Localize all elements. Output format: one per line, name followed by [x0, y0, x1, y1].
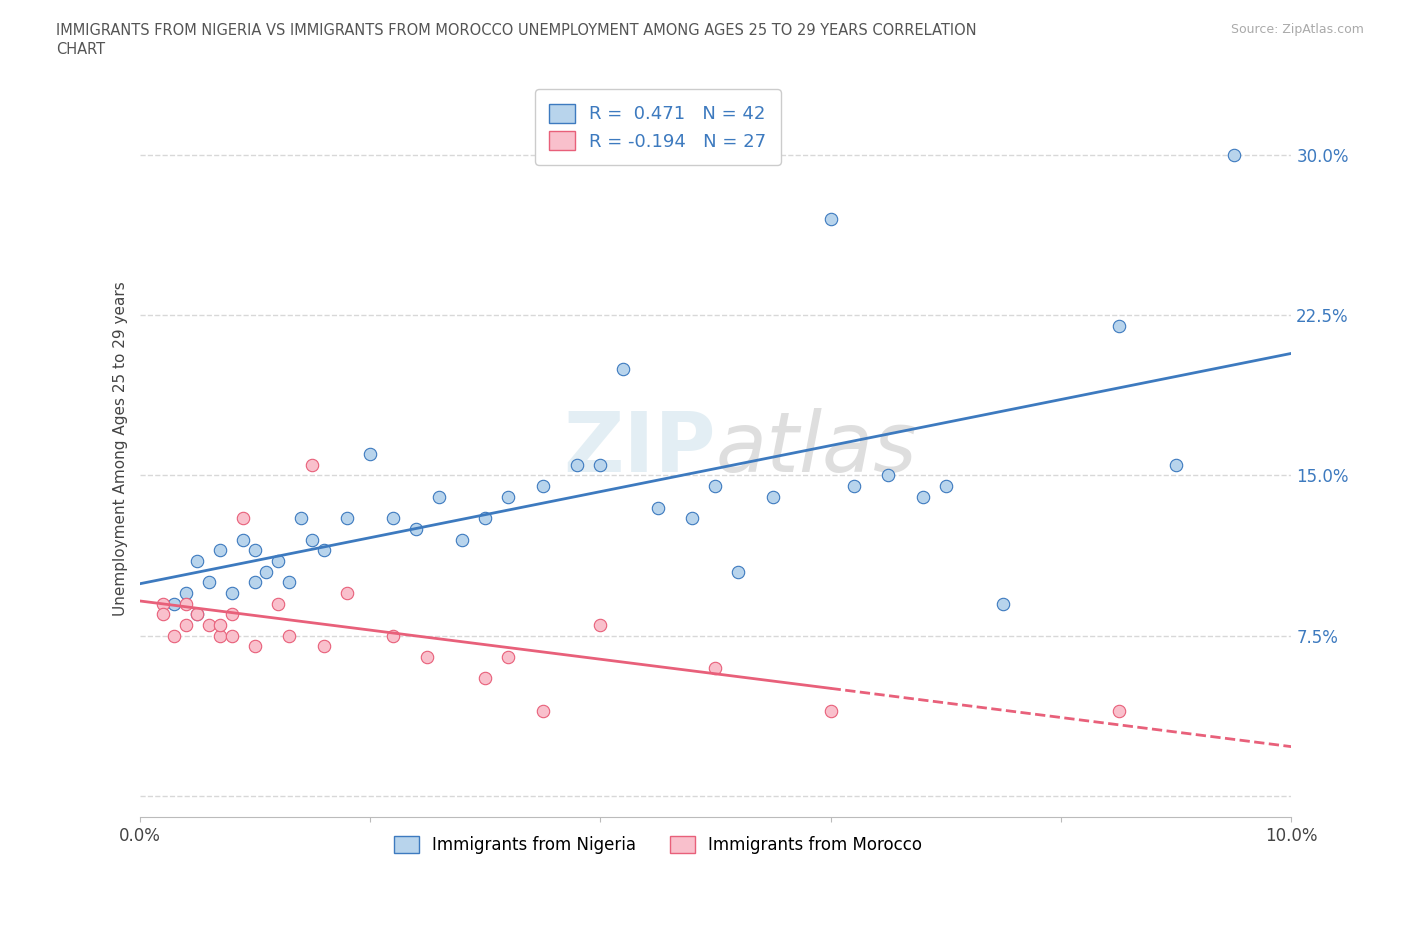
Text: ZIP: ZIP: [562, 408, 716, 489]
Point: [186, 607, 208, 622]
Text: CHART: CHART: [56, 42, 105, 57]
Point: [174, 586, 197, 601]
Point: [312, 543, 335, 558]
Point: [820, 211, 842, 226]
Point: [1222, 148, 1244, 163]
Point: [278, 629, 301, 644]
Point: [762, 489, 785, 504]
Point: [993, 596, 1015, 611]
Point: [416, 650, 439, 665]
Point: [405, 522, 427, 537]
Point: [197, 575, 219, 590]
Point: [820, 703, 842, 718]
Point: [381, 511, 404, 525]
Point: [232, 532, 254, 547]
Point: [243, 639, 266, 654]
Point: [163, 629, 186, 644]
Point: [301, 532, 323, 547]
Point: [278, 575, 301, 590]
Point: [612, 361, 634, 376]
Point: [681, 511, 703, 525]
Point: [209, 543, 232, 558]
Point: [290, 511, 312, 525]
Point: [174, 596, 197, 611]
Text: IMMIGRANTS FROM NIGERIA VS IMMIGRANTS FROM MOROCCO UNEMPLOYMENT AMONG AGES 25 TO: IMMIGRANTS FROM NIGERIA VS IMMIGRANTS FR…: [56, 23, 977, 38]
Point: [197, 618, 219, 632]
Point: [152, 607, 174, 622]
Point: [877, 468, 900, 483]
Point: [359, 446, 381, 461]
Point: [221, 629, 243, 644]
Y-axis label: Unemployment Among Ages 25 to 29 years: Unemployment Among Ages 25 to 29 years: [114, 282, 128, 617]
Text: Source: ZipAtlas.com: Source: ZipAtlas.com: [1230, 23, 1364, 36]
Point: [704, 479, 727, 494]
Point: [727, 565, 749, 579]
Point: [301, 458, 323, 472]
Point: [312, 639, 335, 654]
Point: [589, 458, 612, 472]
Point: [531, 479, 554, 494]
Point: [451, 532, 474, 547]
Point: [589, 618, 612, 632]
Point: [1108, 703, 1130, 718]
Legend: Immigrants from Nigeria, Immigrants from Morocco: Immigrants from Nigeria, Immigrants from…: [387, 830, 928, 860]
Point: [531, 703, 554, 718]
Point: [152, 596, 174, 611]
Point: [186, 607, 208, 622]
Point: [1166, 458, 1188, 472]
Point: [267, 596, 290, 611]
Point: [474, 671, 496, 686]
Point: [336, 586, 359, 601]
Point: [1108, 318, 1130, 333]
Point: [842, 479, 865, 494]
Point: [496, 650, 519, 665]
Point: [254, 565, 277, 579]
Point: [209, 629, 232, 644]
Point: [427, 489, 450, 504]
Point: [704, 660, 727, 675]
Point: [174, 618, 197, 632]
Text: atlas: atlas: [716, 408, 917, 489]
Point: [496, 489, 519, 504]
Point: [221, 607, 243, 622]
Point: [647, 500, 669, 515]
Point: [336, 511, 359, 525]
Point: [232, 511, 254, 525]
Point: [221, 586, 243, 601]
Point: [267, 553, 290, 568]
Point: [567, 458, 589, 472]
Point: [163, 596, 186, 611]
Point: [911, 489, 934, 504]
Point: [474, 511, 496, 525]
Point: [209, 618, 232, 632]
Point: [381, 629, 404, 644]
Point: [935, 479, 957, 494]
Point: [243, 575, 266, 590]
Point: [186, 553, 208, 568]
Point: [243, 543, 266, 558]
